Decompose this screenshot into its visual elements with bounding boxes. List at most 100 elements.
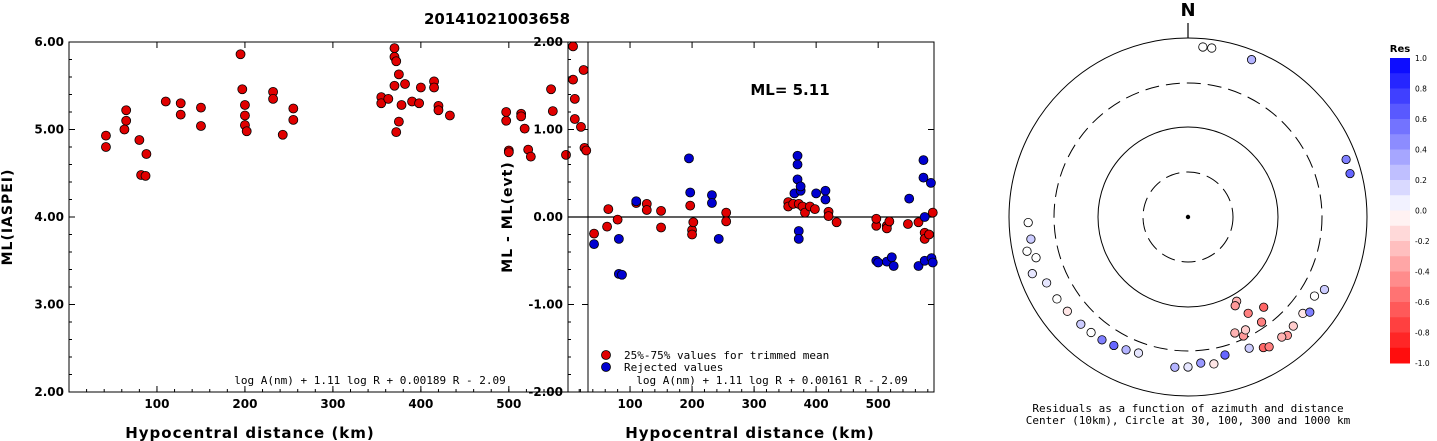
station-point: [831, 217, 842, 228]
station-point: [576, 121, 586, 132]
station-point: [568, 41, 578, 52]
station-point: [175, 109, 186, 120]
x-tick-label: 400: [408, 397, 433, 411]
station-point: [433, 105, 444, 116]
y-tick-label: 1.00: [533, 123, 563, 137]
colorbar-band: [1390, 317, 1410, 333]
panel2-points: [589, 150, 938, 280]
station-point: [569, 93, 580, 104]
panel1-points: [101, 41, 592, 181]
station-point: [641, 205, 652, 215]
panel2-xlabel: Hypocentral distance (km): [625, 424, 875, 441]
legend-marker-trimmed: [601, 350, 611, 360]
station-point: [134, 135, 145, 145]
rejected-point: [888, 261, 899, 271]
y-tick-label: 6.00: [34, 35, 64, 49]
x-tick-label: 300: [320, 397, 345, 411]
rejected-point: [684, 153, 694, 164]
station-residual-point: [1031, 253, 1041, 263]
rejected-point: [925, 177, 936, 188]
rejected-point: [918, 155, 929, 166]
station-point: [396, 100, 407, 110]
station-residual-point: [1264, 342, 1274, 352]
polar-points: [1022, 42, 1355, 372]
colorbar-band: [1390, 134, 1410, 150]
colorbar-band: [1390, 180, 1410, 196]
panel-azimuth-residuals: N Residuals as a function of azimuth and…: [1008, 0, 1368, 427]
colorbar-tick-label: 0.4: [1415, 146, 1427, 155]
station-point: [140, 170, 151, 181]
epicenter-dot: [1185, 214, 1191, 220]
station-residual-point: [1133, 348, 1144, 358]
rejected-point: [793, 233, 804, 244]
station-point: [927, 207, 938, 218]
station-point: [809, 204, 820, 215]
polar-caption-line2: Center (10km), Circle at 30, 100, 300 an…: [1026, 414, 1351, 427]
colorbar: Res 1.0 0.8 0.6 0.4 0.2 0.0 -0.2 -0.4 -0.6 -0.8 -1…: [1390, 44, 1430, 368]
colorbar-band: [1390, 210, 1410, 227]
colorbar-band: [1390, 164, 1410, 181]
station-residual-point: [1220, 350, 1230, 360]
colorbar-title: Res: [1390, 44, 1410, 55]
colorbar-band: [1390, 302, 1410, 318]
station-residual-point: [1121, 345, 1131, 355]
station-residual-point: [1309, 291, 1320, 301]
station-point: [237, 84, 248, 95]
colorbar-tick-label: 1.0: [1415, 54, 1427, 63]
colorbar-ticks: 1.0 0.8 0.6 0.4 0.2 0.0 -0.2 -0.4 -0.6 -0.8 -1.0: [1415, 54, 1430, 368]
colorbar-band: [1390, 73, 1410, 89]
colorbar-band: [1390, 88, 1410, 105]
panel-ml-vs-distance: 100 200 300 400 500 2.00 3.00 4.00 5.00 6.00 log…: [0, 35, 592, 441]
station-residual-point: [1230, 328, 1240, 338]
station-point: [121, 115, 132, 126]
station-point: [101, 142, 111, 152]
station-point: [268, 93, 278, 104]
rejected-point: [913, 261, 924, 271]
rejected-point: [589, 239, 599, 250]
x-tick-label: 100: [618, 397, 643, 411]
station-residual-point: [1023, 217, 1033, 228]
station-point: [519, 123, 530, 134]
north-label: N: [1180, 0, 1195, 21]
station-residual-point: [1319, 284, 1330, 295]
colorbar-tick-label: 0.8: [1415, 85, 1427, 94]
station-point: [240, 100, 250, 110]
station-point: [235, 49, 246, 60]
panel1-formula: log A(nm) + 1.11 log R + 0.00189 R - 2.0…: [234, 374, 506, 387]
station-residual-point: [1256, 317, 1267, 327]
colorbar-band: [1390, 149, 1410, 166]
colorbar-band: [1390, 58, 1410, 74]
station-point: [823, 211, 834, 222]
rejected-point: [873, 257, 884, 268]
station-residual-point: [1345, 168, 1355, 179]
station-point: [288, 103, 299, 114]
station-point: [688, 217, 699, 228]
station-point: [561, 149, 571, 160]
colorbar-band: [1390, 119, 1410, 135]
station-point: [547, 106, 558, 117]
legend-label-trimmed: 25%-75% values for trimmed mean: [624, 349, 829, 362]
station-point: [568, 74, 578, 85]
station-point: [415, 82, 426, 93]
station-residual-point: [1076, 319, 1086, 329]
x-tick-label: 500: [496, 397, 521, 411]
station-residual-point: [1183, 362, 1193, 372]
colorbar-band: [1390, 347, 1410, 364]
station-point: [501, 115, 512, 126]
colorbar-tick-label: -0.2: [1415, 237, 1430, 246]
station-point: [546, 84, 556, 95]
station-point: [721, 207, 732, 218]
y-tick-label: 4.00: [34, 210, 64, 224]
station-point: [501, 107, 512, 117]
rejected-point: [927, 257, 938, 268]
station-point: [196, 121, 206, 131]
y-tick-label: 3.00: [34, 298, 64, 312]
x-tick-label: 200: [680, 397, 705, 411]
colorbar-band: [1390, 195, 1410, 211]
y-tick-label: 0.00: [533, 210, 563, 224]
rejected-point: [707, 198, 717, 208]
station-residual-point: [1288, 321, 1298, 331]
colorbar-band: [1390, 103, 1410, 120]
rejected-point: [904, 193, 915, 204]
